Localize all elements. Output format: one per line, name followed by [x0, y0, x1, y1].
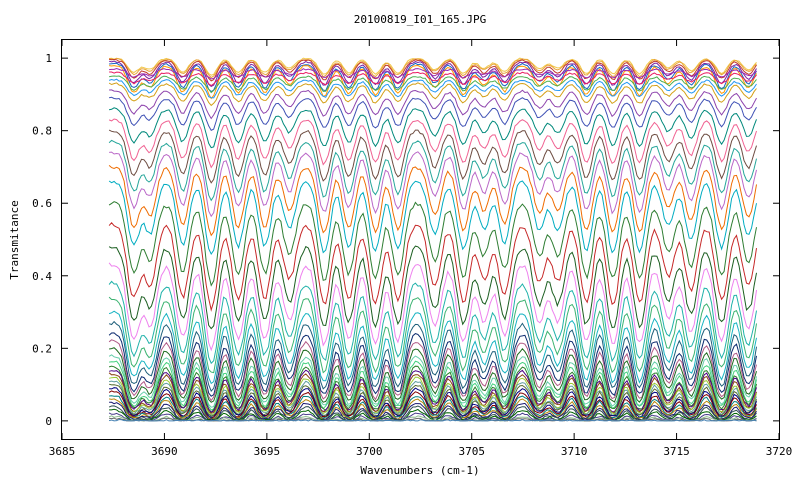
spectrum-series-line: [109, 75, 757, 94]
x-tick-label: 3710: [561, 445, 588, 458]
y-tick-label: 0.2: [32, 342, 52, 355]
x-tick-label: 3720: [766, 445, 793, 458]
spectrum-series-line: [109, 398, 757, 420]
spectrum-series-line: [108, 405, 757, 422]
spectrum-series-line: [109, 408, 757, 422]
spectrum-series-line: [108, 118, 757, 169]
spectrum-series-line: [108, 354, 757, 408]
spectrum-series-line: [108, 369, 757, 413]
spectrum-series-line: [108, 372, 757, 414]
spectrum-series-line: [109, 67, 757, 80]
spectrum-series-line: [109, 395, 757, 420]
spectrum-series-line: [108, 222, 757, 312]
x-axis-label: Wavenumbers (cm-1): [360, 464, 479, 477]
y-tick-label: 0.6: [32, 197, 52, 210]
series-group: [108, 57, 757, 422]
spectrum-series-line: [108, 165, 757, 237]
x-tick-label: 3685: [49, 445, 76, 458]
spectrum-series-line: [109, 107, 757, 149]
x-tick-label: 3695: [254, 445, 281, 458]
chart-title: 20100819_I01_165.JPG: [354, 13, 486, 26]
spectrum-series-line: [108, 296, 757, 374]
spectrum-series-line: [109, 58, 757, 82]
spectrum-series-line: [108, 78, 757, 99]
spectrum-series-line: [108, 60, 757, 87]
spectrum-series-line: [108, 245, 757, 330]
spectrum-series-line: [108, 180, 757, 256]
spectrum-series-line: [109, 71, 757, 87]
spectrum-series-line: [108, 262, 757, 352]
spectrum-series-line: [109, 57, 757, 76]
spectrum-series-line: [108, 320, 757, 393]
spectrum-series-line: [108, 390, 757, 419]
spectrum-series-line: [108, 82, 757, 107]
spectrum-series-line: [108, 129, 757, 184]
y-axis-label: Transmitance: [8, 200, 21, 279]
spectrum-series-line: [109, 360, 757, 411]
spectrum-series-line: [109, 380, 757, 416]
x-tick-label: 3690: [151, 445, 178, 458]
spectrum-series-line: [108, 418, 757, 422]
spectrum-series-line: [109, 89, 757, 120]
spectrum-series-line: [108, 332, 757, 397]
spectrum-series-line: [109, 96, 757, 131]
y-tick-label: 0.4: [32, 270, 52, 283]
y-tick-label: 0: [45, 415, 52, 428]
axes-group: 3685 3690 3695 3700 3705 3710 3715 3720 0 0.2 0.4 0…: [32, 40, 792, 458]
spectrum-series-line: [108, 310, 757, 385]
spectrum-series-line: [108, 280, 757, 365]
spectrum-series-line: [109, 347, 757, 403]
x-tick-label: 3715: [663, 445, 690, 458]
spectrum-series-line: [108, 339, 757, 402]
plot-frame: [61, 39, 780, 440]
y-tick-label: 1: [45, 52, 52, 65]
spectrum-series-line: [109, 151, 757, 218]
spectrum-series-line: [108, 139, 757, 202]
y-tick-label: 0.8: [32, 125, 52, 138]
spectrum-series-line: [108, 201, 757, 287]
x-tick-label: 3700: [356, 445, 383, 458]
x-tick-label: 3705: [458, 445, 485, 458]
